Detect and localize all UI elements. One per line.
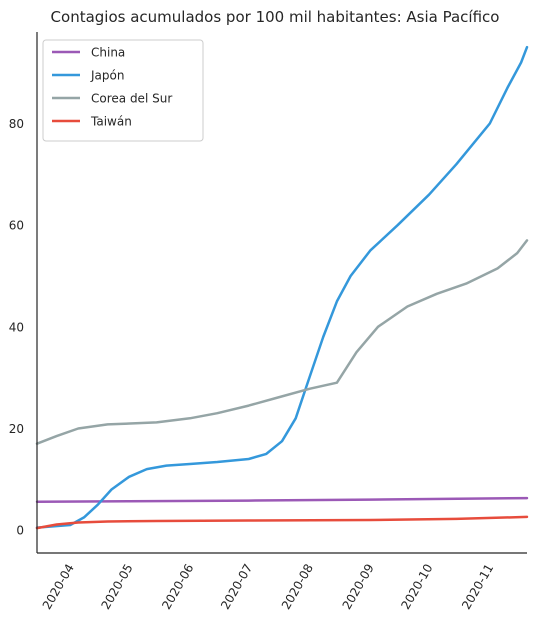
y-tick-label: 0 (16, 524, 24, 538)
x-tick-label: 2020-10 (398, 562, 435, 612)
x-tick-label: 2020-09 (340, 562, 377, 612)
legend-label: Corea del Sur (91, 92, 172, 106)
series-line-1 (35, 496, 529, 503)
y-tick-label: 40 (9, 320, 24, 334)
y-axis: 0 20 40 60 80 (9, 32, 38, 553)
x-axis: 2020-04 2020-05 2020-06 2020-07 2020-08 2020-… (37, 552, 527, 612)
series-line-3 (35, 239, 529, 445)
legend-label: China (91, 46, 125, 60)
legend-label: Taiwán (90, 115, 132, 129)
x-tick-label: 2020-04 (40, 562, 77, 612)
series-line-2 (35, 45, 529, 529)
legend-box (42, 39, 204, 142)
x-tick-label: 2020-11 (459, 562, 496, 612)
x-tick-label: 2020-08 (279, 562, 316, 612)
x-tick-label: 2020-06 (159, 562, 196, 612)
series-line-4 (35, 515, 529, 530)
y-tick-label: 20 (9, 422, 24, 436)
chart-title: Contagios acumulados por 100 mil habitan… (51, 8, 500, 26)
legend-label: Japón (90, 69, 124, 83)
y-tick-label: 60 (9, 219, 24, 233)
y-tick-label: 80 (9, 117, 24, 131)
legend: China Japón Corea del Sur Taiwán (42, 39, 204, 142)
plot-area (35, 45, 529, 530)
x-tick-label: 2020-07 (218, 562, 255, 612)
x-tick-label: 2020-05 (99, 562, 136, 612)
